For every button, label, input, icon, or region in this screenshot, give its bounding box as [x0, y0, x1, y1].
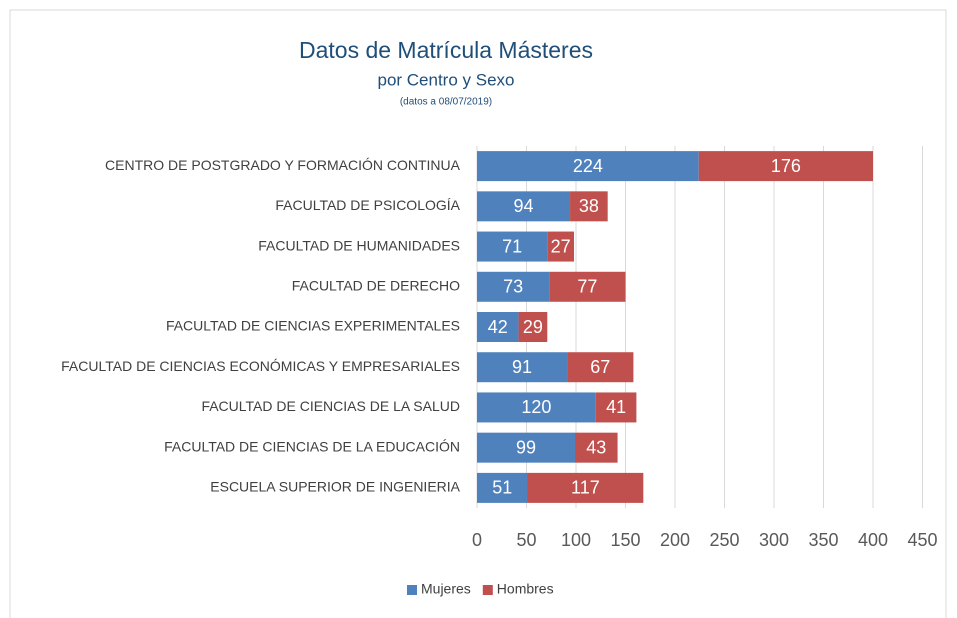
x-tick-label: 450 — [907, 530, 937, 550]
x-tick-label: 50 — [516, 530, 536, 550]
bar-segment — [477, 191, 571, 222]
x-tick-label: 400 — [858, 530, 888, 550]
bar-segment — [570, 191, 608, 222]
data-label: 42 — [488, 317, 508, 337]
data-label: 51 — [492, 478, 512, 498]
bar-segment — [527, 472, 644, 503]
legend-label: Mujeres — [421, 581, 471, 597]
bar-segment — [477, 352, 568, 383]
legend-swatch — [482, 585, 493, 595]
data-label: 38 — [579, 196, 599, 216]
x-tick-label: 100 — [561, 530, 591, 550]
y-tick-label: FACULTAD DE PSICOLOGÍA — [275, 197, 460, 213]
x-tick-label: 250 — [709, 530, 739, 550]
y-tick-label: CENTRO DE POSTGRADO Y FORMACIÓN CONTINUA — [105, 157, 461, 173]
data-label: 41 — [606, 397, 626, 417]
bar-segment — [477, 231, 548, 262]
legend-swatch — [407, 585, 417, 595]
data-label: 73 — [503, 277, 523, 297]
bar-segment — [477, 271, 550, 302]
x-tick-label: 300 — [759, 530, 789, 550]
bar-segment — [477, 472, 528, 503]
y-tick-label: FACULTAD DE HUMANIDADES — [258, 237, 460, 253]
data-label: 67 — [590, 357, 610, 377]
bar-segment — [595, 392, 637, 423]
bar-segment — [477, 432, 576, 463]
data-label: 176 — [771, 156, 801, 176]
data-label: 224 — [573, 156, 603, 176]
data-label: 43 — [586, 437, 606, 457]
x-tick-label: 200 — [660, 530, 690, 550]
y-tick-label: ESCUELA SUPERIOR DE INGENIERIA — [210, 479, 460, 495]
data-label: 27 — [551, 236, 571, 256]
data-label: 94 — [514, 196, 534, 216]
bar-segment — [477, 151, 699, 182]
y-tick-label: FACULTAD DE CIENCIAS DE LA SALUD — [201, 398, 460, 414]
bar-segment — [567, 352, 634, 383]
data-label: 91 — [512, 357, 532, 377]
data-label: 117 — [571, 478, 600, 498]
data-label: 120 — [521, 397, 551, 417]
chart-title: Datos de Matrícula Másteres — [299, 37, 593, 63]
chart-subtitle: por Centro y Sexo — [377, 70, 514, 89]
x-tick-label: 0 — [472, 530, 482, 550]
data-label: 99 — [516, 437, 536, 457]
x-tick-label: 350 — [808, 530, 838, 550]
bar-segment — [477, 392, 596, 423]
bar-segment — [575, 432, 618, 463]
x-tick-label: 150 — [610, 530, 640, 550]
data-label: 77 — [577, 277, 597, 297]
bar-segment — [549, 271, 626, 302]
y-tick-label: FACULTAD DE CIENCIAS EXPERIMENTALES — [166, 318, 460, 334]
bar-segment — [547, 231, 575, 262]
bar-segment — [518, 312, 548, 342]
bar-segment — [477, 312, 519, 342]
bar-segment — [698, 151, 873, 182]
data-label: 71 — [502, 236, 522, 256]
chart-note: (datos a 08/07/2019) — [400, 97, 492, 108]
y-tick-label: FACULTAD DE DERECHO — [292, 277, 460, 293]
data-label: 29 — [523, 317, 543, 337]
y-tick-label: FACULTAD DE CIENCIAS ECONÓMICAS Y EMPRES… — [61, 358, 460, 374]
legend-label: Hombres — [497, 581, 554, 597]
y-tick-label: FACULTAD DE CIENCIAS DE LA EDUCACIÓN — [164, 438, 460, 454]
